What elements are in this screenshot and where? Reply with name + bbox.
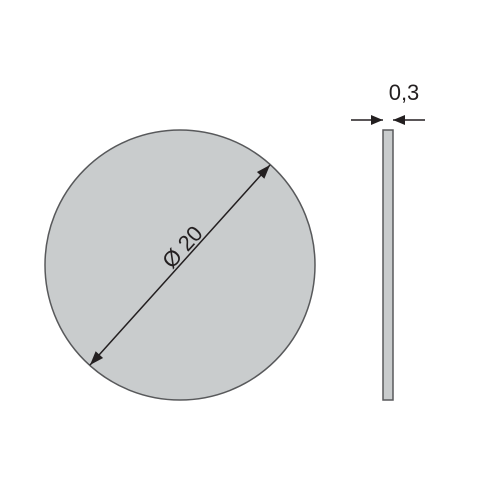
thickness-arrow-icon bbox=[371, 115, 383, 125]
thickness-dimension-text: 0,3 bbox=[389, 80, 420, 105]
thickness-arrow-icon bbox=[393, 115, 405, 125]
side-view-rect bbox=[383, 130, 393, 400]
